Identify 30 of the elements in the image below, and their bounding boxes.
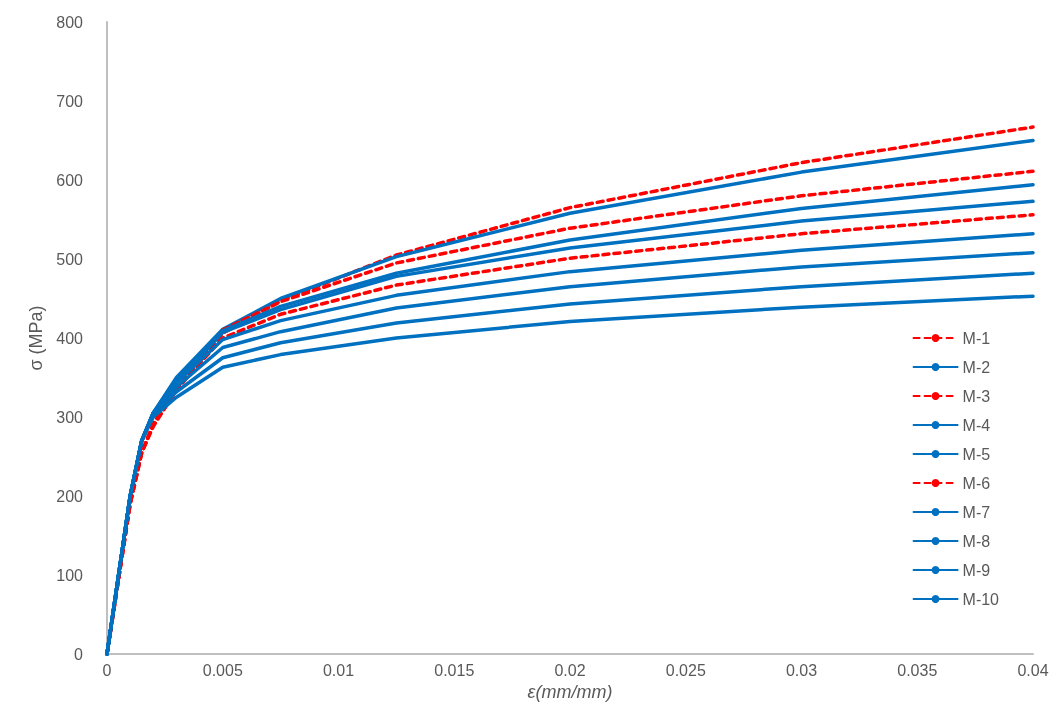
y-tick-label: 100 [56,566,84,584]
legend-label: M-6 [962,474,991,492]
y-tick-label: 500 [56,250,84,268]
x-tick-label: 0.04 [1017,661,1049,679]
y-tick-label: 600 [56,171,84,189]
legend-label: M-2 [962,358,991,376]
x-axis-title: ε(mm/mm) [527,681,613,702]
legend-label: M-10 [962,590,1000,608]
x-tick-label: 0.005 [202,661,243,679]
legend-label: M-4 [962,416,991,434]
x-tick-label: 0.035 [897,661,938,679]
y-tick-label: 700 [56,92,84,110]
y-tick-label: 800 [56,13,84,31]
legend-label: M-1 [962,329,991,347]
legend-label: M-9 [962,561,991,579]
x-tick-label: 0.02 [554,661,586,679]
y-tick-label: 400 [56,329,84,347]
legend-label: M-8 [962,532,991,550]
y-axis-title: σ (MPa) [26,305,46,371]
x-tick-label: 0.025 [665,661,706,679]
y-tick-label: 300 [56,408,84,426]
x-tick-label: 0.03 [785,661,818,679]
y-tick-label: 200 [56,487,84,505]
legend-label: M-7 [962,503,991,521]
legend-label: M-5 [962,445,991,463]
legend-label: M-3 [962,387,991,405]
x-tick-label: 0 [102,661,112,679]
x-tick-label: 0.015 [434,661,475,679]
y-tick-label: 0 [74,645,84,663]
x-tick-label: 0.01 [322,661,355,679]
